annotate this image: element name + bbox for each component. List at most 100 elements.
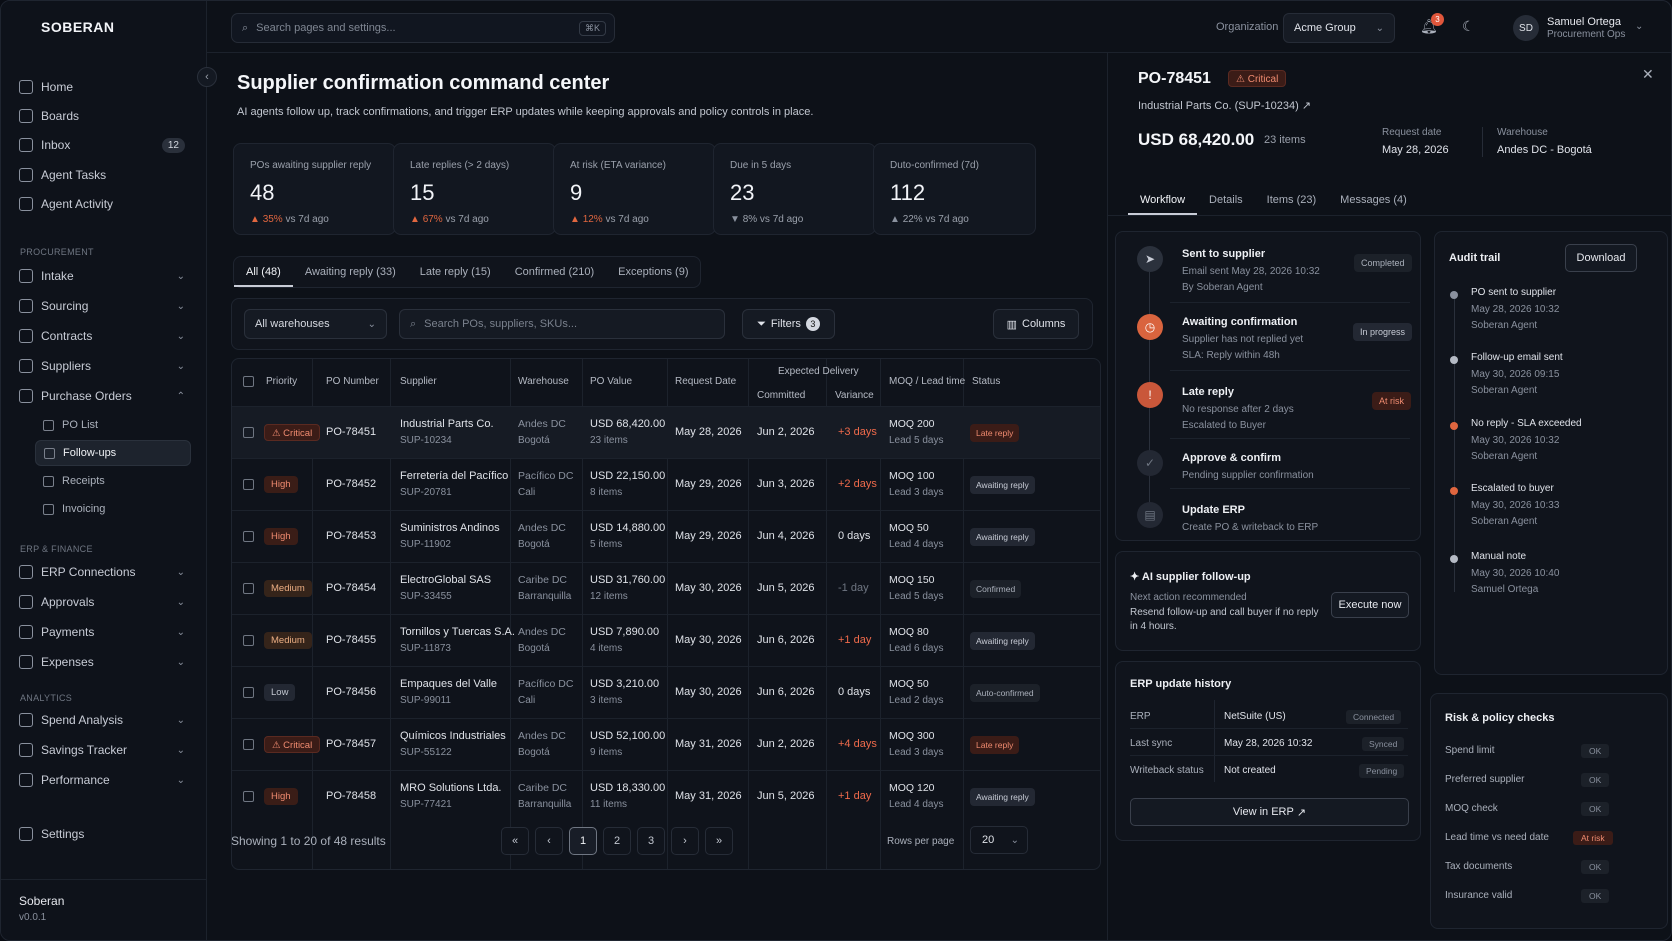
po-number[interactable]: PO-78458 (326, 790, 377, 802)
tab-late-reply[interactable]: Late reply (15) (419, 266, 491, 278)
rows-per-page-select[interactable]: 20 ⌄ (970, 826, 1028, 854)
header-variance[interactable]: Variance (835, 390, 874, 401)
po-number[interactable]: PO-78453 (326, 530, 377, 542)
avatar[interactable]: SD (1513, 15, 1539, 41)
filters-button[interactable]: ⏷ Filters 3 (742, 309, 835, 339)
main-content: Supplier confirmation command center AI … (207, 53, 1107, 940)
supplier-name[interactable]: Ferretería del Pacífico (400, 470, 509, 482)
tab-items[interactable]: Items (23) (1266, 194, 1317, 206)
header-committed[interactable]: Committed (757, 390, 806, 401)
tab-exceptions[interactable]: Exceptions (9) (618, 266, 689, 278)
po-number[interactable]: PO-78456 (326, 686, 377, 698)
panel-supplier-link[interactable]: Industrial Parts Co. (SUP-10234) ↗ (1138, 99, 1311, 112)
tab-workflow[interactable]: Workflow (1128, 189, 1198, 215)
header-moq-lead[interactable]: MOQ / Lead time (889, 376, 966, 387)
header-status[interactable]: Status (972, 376, 1001, 387)
sidebar-item-agent-activity[interactable]: Agent Activity (19, 191, 191, 217)
table-row[interactable]: Medium PO-78454 ElectroGlobal SAS SUP-33455… (232, 562, 1100, 614)
row-checkbox[interactable] (243, 427, 254, 438)
page-1-button[interactable]: 1 (569, 827, 597, 855)
table-row[interactable]: ⚠ Critical PO-78451 Industrial Parts Co. SU… (232, 406, 1100, 458)
page-3-button[interactable]: 3 (637, 827, 665, 855)
sidebar-collapse-button[interactable]: ‹ (197, 67, 217, 87)
tab-awaiting-reply[interactable]: Awaiting reply (33) (304, 266, 396, 278)
supplier-name[interactable]: Químicos Industriales (400, 730, 506, 742)
row-checkbox[interactable] (243, 687, 254, 698)
row-checkbox[interactable] (243, 635, 254, 646)
table-row[interactable]: Low PO-78456 Empaques del Valle SUP-99011 Pa… (232, 666, 1100, 718)
table-row[interactable]: Medium PO-78455 Tornillos y Tuercas S.A. SU… (232, 614, 1100, 666)
warehouse-select[interactable]: All warehouses ⌄ (244, 309, 387, 339)
table-search-input[interactable]: ⌕ Search POs, suppliers, SKUs... (399, 309, 725, 339)
supplier-name[interactable]: Tornillos y Tuercas S.A. (400, 626, 515, 638)
sidebar-item-expenses[interactable]: Expenses ⌄ (19, 649, 191, 675)
audit-item-by: Soberan Agent (1471, 385, 1538, 396)
page-2-button[interactable]: 2 (603, 827, 631, 855)
close-icon[interactable]: ✕ (1642, 66, 1654, 82)
sidebar-item-receipts[interactable]: Receipts (35, 468, 191, 494)
table-row[interactable]: High PO-78453 Suministros Andinos SUP-11902… (232, 510, 1100, 562)
sidebar-item-performance[interactable]: Performance ⌄ (19, 767, 191, 793)
table-row[interactable]: High PO-78452 Ferretería del Pacífico SUP-2… (232, 458, 1100, 510)
po-number[interactable]: PO-78455 (326, 634, 377, 646)
sidebar-item-payments[interactable]: Payments ⌄ (19, 619, 191, 645)
po-number[interactable]: PO-78457 (326, 738, 377, 750)
sidebar-item-po-list[interactable]: PO List (35, 412, 191, 438)
first-page-button[interactable]: « (501, 827, 529, 855)
table-row[interactable]: ⚠ Critical PO-78457 Químicos Industriales S… (232, 718, 1100, 770)
sidebar-item-purchase-orders[interactable]: Purchase Orders ⌃ (19, 383, 191, 409)
sidebar-item-sourcing[interactable]: Sourcing ⌄ (19, 293, 191, 319)
sidebar-item-savings-tracker[interactable]: Savings Tracker ⌄ (19, 737, 191, 763)
header-po-value[interactable]: PO Value (590, 376, 633, 387)
last-page-button[interactable]: » (705, 827, 733, 855)
sidebar-item-home[interactable]: Home (19, 74, 191, 100)
sidebar-item-intake[interactable]: Intake ⌄ (19, 263, 191, 289)
row-checkbox[interactable] (243, 479, 254, 490)
prev-page-button[interactable]: ‹ (535, 827, 563, 855)
supplier-name[interactable]: ElectroGlobal SAS (400, 574, 492, 586)
stat-change-value: 35% (262, 214, 283, 225)
po-number[interactable]: PO-78451 (326, 426, 377, 438)
sidebar-item-invoicing[interactable]: Invoicing (35, 496, 191, 522)
supplier-name[interactable]: Suministros Andinos (400, 522, 500, 534)
organization-select[interactable]: Acme Group ⌄ (1283, 13, 1395, 43)
select-all-checkbox[interactable] (243, 376, 254, 387)
row-checkbox[interactable] (243, 583, 254, 594)
chevron-down-icon[interactable]: ⌄ (1635, 21, 1644, 32)
po-number[interactable]: PO-78452 (326, 478, 377, 490)
tab-details[interactable]: Details (1209, 194, 1243, 206)
global-search-input[interactable]: ⌕ Search pages and settings... ⌘K (231, 13, 615, 43)
header-po-number[interactable]: PO Number (326, 376, 379, 387)
execute-now-button[interactable]: Execute now (1331, 592, 1409, 618)
supplier-name[interactable]: Empaques del Valle (400, 678, 498, 690)
supplier-name[interactable]: Industrial Parts Co. (400, 418, 494, 430)
tab-confirmed[interactable]: Confirmed (210) (514, 266, 595, 278)
row-checkbox[interactable] (243, 739, 254, 750)
moon-icon[interactable]: ☾ (1462, 18, 1475, 34)
sidebar-item-agent-tasks[interactable]: Agent Tasks (19, 162, 191, 188)
tab-messages[interactable]: Messages (4) (1340, 194, 1407, 206)
po-number[interactable]: PO-78454 (326, 582, 377, 594)
next-page-button[interactable]: › (671, 827, 699, 855)
sidebar-item-suppliers[interactable]: Suppliers ⌄ (19, 353, 191, 379)
sidebar-item-approvals[interactable]: Approvals ⌄ (19, 589, 191, 615)
header-warehouse[interactable]: Warehouse (518, 376, 569, 387)
supplier-name[interactable]: MRO Solutions Ltda. (400, 782, 502, 794)
sidebar-item-contracts[interactable]: Contracts ⌄ (19, 323, 191, 349)
sidebar-item-inbox[interactable]: Inbox 12 (19, 132, 191, 158)
sidebar-item-boards[interactable]: Boards (19, 103, 191, 129)
sidebar-item-spend-analysis[interactable]: Spend Analysis ⌄ (19, 707, 191, 733)
download-button[interactable]: Download (1565, 244, 1637, 272)
columns-button[interactable]: ▥ Columns (993, 309, 1079, 339)
row-checkbox[interactable] (243, 531, 254, 542)
header-request-date[interactable]: Request Date (675, 376, 737, 387)
header-priority[interactable]: Priority (266, 376, 298, 387)
header-supplier[interactable]: Supplier (400, 376, 437, 387)
view-in-erp-button[interactable]: View in ERP ↗ (1130, 798, 1409, 826)
tab-all[interactable]: All (48) (234, 257, 293, 287)
sidebar-item-followups[interactable]: Follow-ups (35, 440, 191, 466)
table-row[interactable]: High PO-78458 MRO Solutions Ltda. SUP-77421… (232, 770, 1100, 822)
row-checkbox[interactable] (243, 791, 254, 802)
sidebar-item-settings[interactable]: Settings (19, 821, 191, 847)
sidebar-item-erp-connections[interactable]: ERP Connections ⌄ (19, 559, 191, 585)
